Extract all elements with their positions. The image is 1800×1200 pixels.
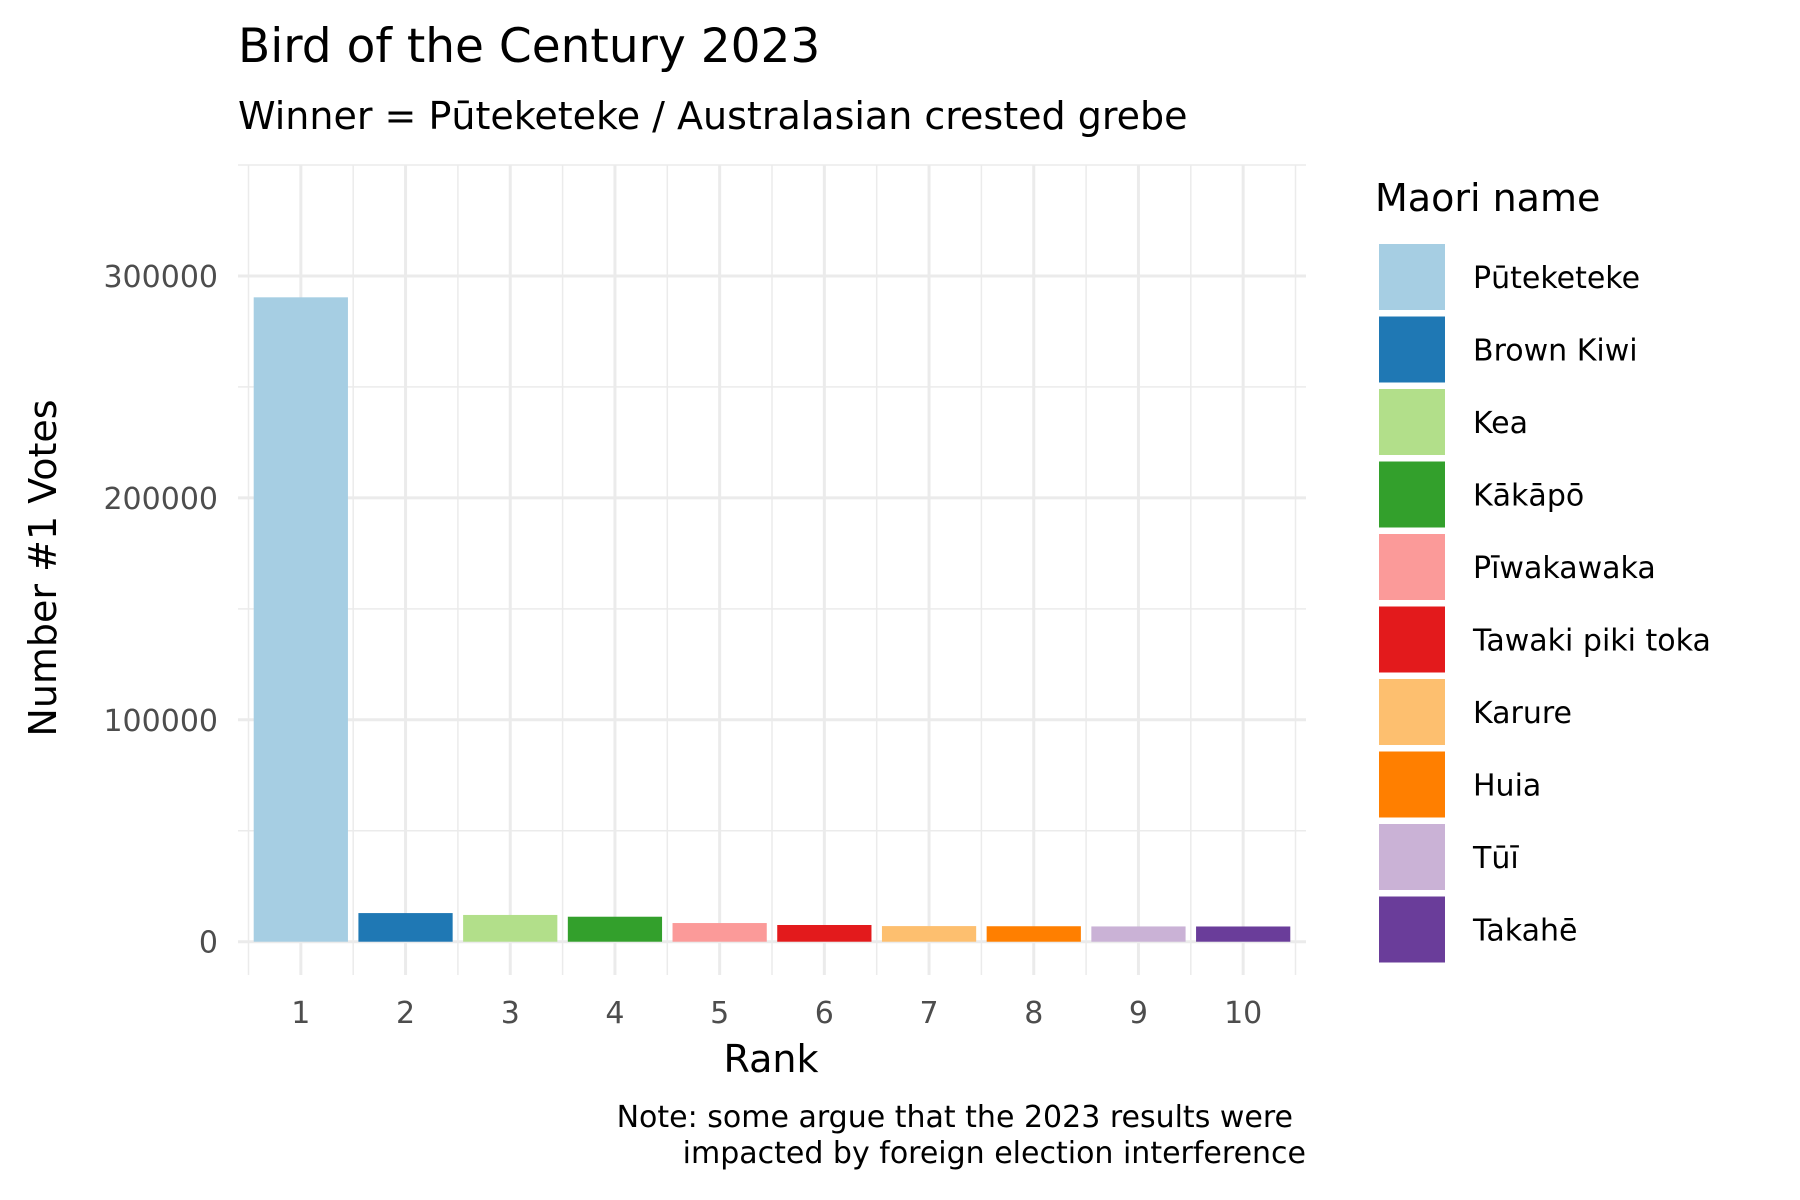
legend-key (1379, 679, 1445, 745)
legend-label: Kea (1473, 406, 1528, 441)
y-tick-label: 300000 (103, 260, 218, 295)
gridlines (238, 164, 1306, 975)
chart-title: Bird of the Century 2023 (238, 19, 820, 74)
x-axis-label: Rank (724, 1037, 819, 1081)
legend-key (1379, 534, 1445, 600)
bar-rank-2 (358, 913, 453, 942)
y-axis-label: Number #1 Votes (21, 399, 65, 736)
x-tick-label: 7 (920, 996, 939, 1031)
bar-rank-4 (567, 916, 663, 942)
legend-label: Takahē (1472, 914, 1577, 949)
legend-key (1379, 751, 1445, 818)
legend-title: Maori name (1375, 176, 1600, 220)
x-tick-label: 4 (605, 996, 624, 1031)
legend-key (1379, 244, 1445, 310)
x-tick-label: 9 (1129, 996, 1148, 1031)
caption-line-1: Note: some argue that the 2023 results w… (617, 1100, 1293, 1135)
legend: Maori name Pūteketeke Brown Kiwi Kea Kākāpō… (1375, 176, 1711, 963)
chart-subtitle: Winner = Pūteketeke / Australasian crest… (238, 94, 1188, 138)
legend-label: Brown Kiwi (1473, 334, 1638, 369)
caption-line-2: impacted by foreign election interferenc… (683, 1136, 1306, 1171)
legend-key (1379, 606, 1445, 673)
legend-label: Tūī (1472, 841, 1519, 876)
legend-label: Huia (1473, 769, 1541, 804)
legend-label: Karure (1473, 696, 1572, 731)
plot-area: 0 100000 200000 300000 1 2 3 4 5 6 7 8 9 10 (103, 164, 1306, 1031)
legend-key (1379, 389, 1445, 455)
bar-rank-8 (986, 926, 1081, 942)
bars (253, 297, 1291, 942)
bar-rank-6 (777, 924, 872, 942)
x-tick-label: 5 (710, 996, 729, 1031)
legend-label: Tawaki piki toka (1472, 624, 1711, 659)
y-tick-label: 0 (199, 926, 218, 961)
x-tick-labels: 1 2 3 4 5 6 7 8 9 10 (291, 996, 1262, 1031)
x-tick-label: 10 (1224, 996, 1262, 1031)
legend-key (1379, 824, 1445, 890)
legend-label: Pīwakawaka (1473, 551, 1656, 586)
bar-rank-3 (463, 914, 558, 942)
y-tick-labels: 0 100000 200000 300000 (103, 260, 218, 961)
x-tick-label: 1 (291, 996, 310, 1031)
y-tick-label: 200000 (103, 482, 218, 517)
x-tick-label: 8 (1024, 996, 1043, 1031)
x-tick-label: 2 (396, 996, 415, 1031)
legend-label: Pūteketeke (1473, 261, 1640, 296)
legend-key (1379, 461, 1445, 528)
legend-key (1379, 896, 1445, 963)
bar-rank-9 (1091, 926, 1186, 942)
legend-label: Kākāpō (1473, 479, 1584, 514)
bar-rank-7 (881, 926, 977, 942)
bar-rank-1 (253, 297, 348, 942)
x-tick-label: 6 (815, 996, 834, 1031)
bar-rank-10 (1196, 926, 1291, 942)
legend-key (1379, 316, 1445, 383)
bar-rank-5 (672, 923, 767, 942)
x-tick-label: 3 (501, 996, 520, 1031)
y-tick-label: 100000 (103, 704, 218, 739)
